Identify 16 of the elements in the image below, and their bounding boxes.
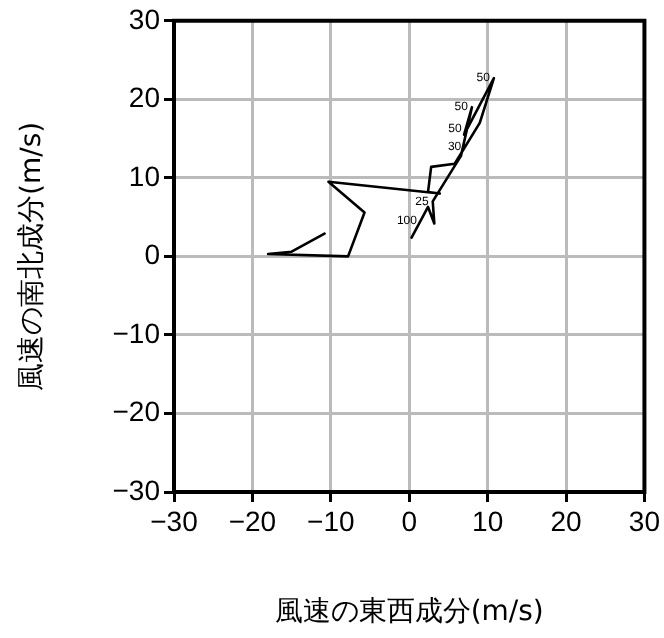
y-tick-label: −20 xyxy=(112,395,161,428)
x-tick-label: −30 xyxy=(150,504,199,537)
y-tick-label: 0 xyxy=(144,238,161,271)
x-tick-label: 20 xyxy=(550,504,583,537)
x-tick-label: 10 xyxy=(472,504,504,537)
y-tick-label: −30 xyxy=(112,473,161,506)
y-axis-title: 風速の南北成分(m/s) xyxy=(16,121,49,391)
x-tick-label: 30 xyxy=(628,504,661,537)
y-tick-label: 20 xyxy=(128,81,161,114)
y-tick-label: 30 xyxy=(128,2,161,35)
y-tick-label: 10 xyxy=(128,159,161,192)
x-tick-label: −20 xyxy=(228,504,277,537)
x-axis-title: 風速の東西成分(m/s) xyxy=(274,596,544,629)
x-tick-label: −10 xyxy=(307,504,355,537)
y-tick-label: −10 xyxy=(112,316,161,349)
x-tick-label: 0 xyxy=(401,504,418,537)
